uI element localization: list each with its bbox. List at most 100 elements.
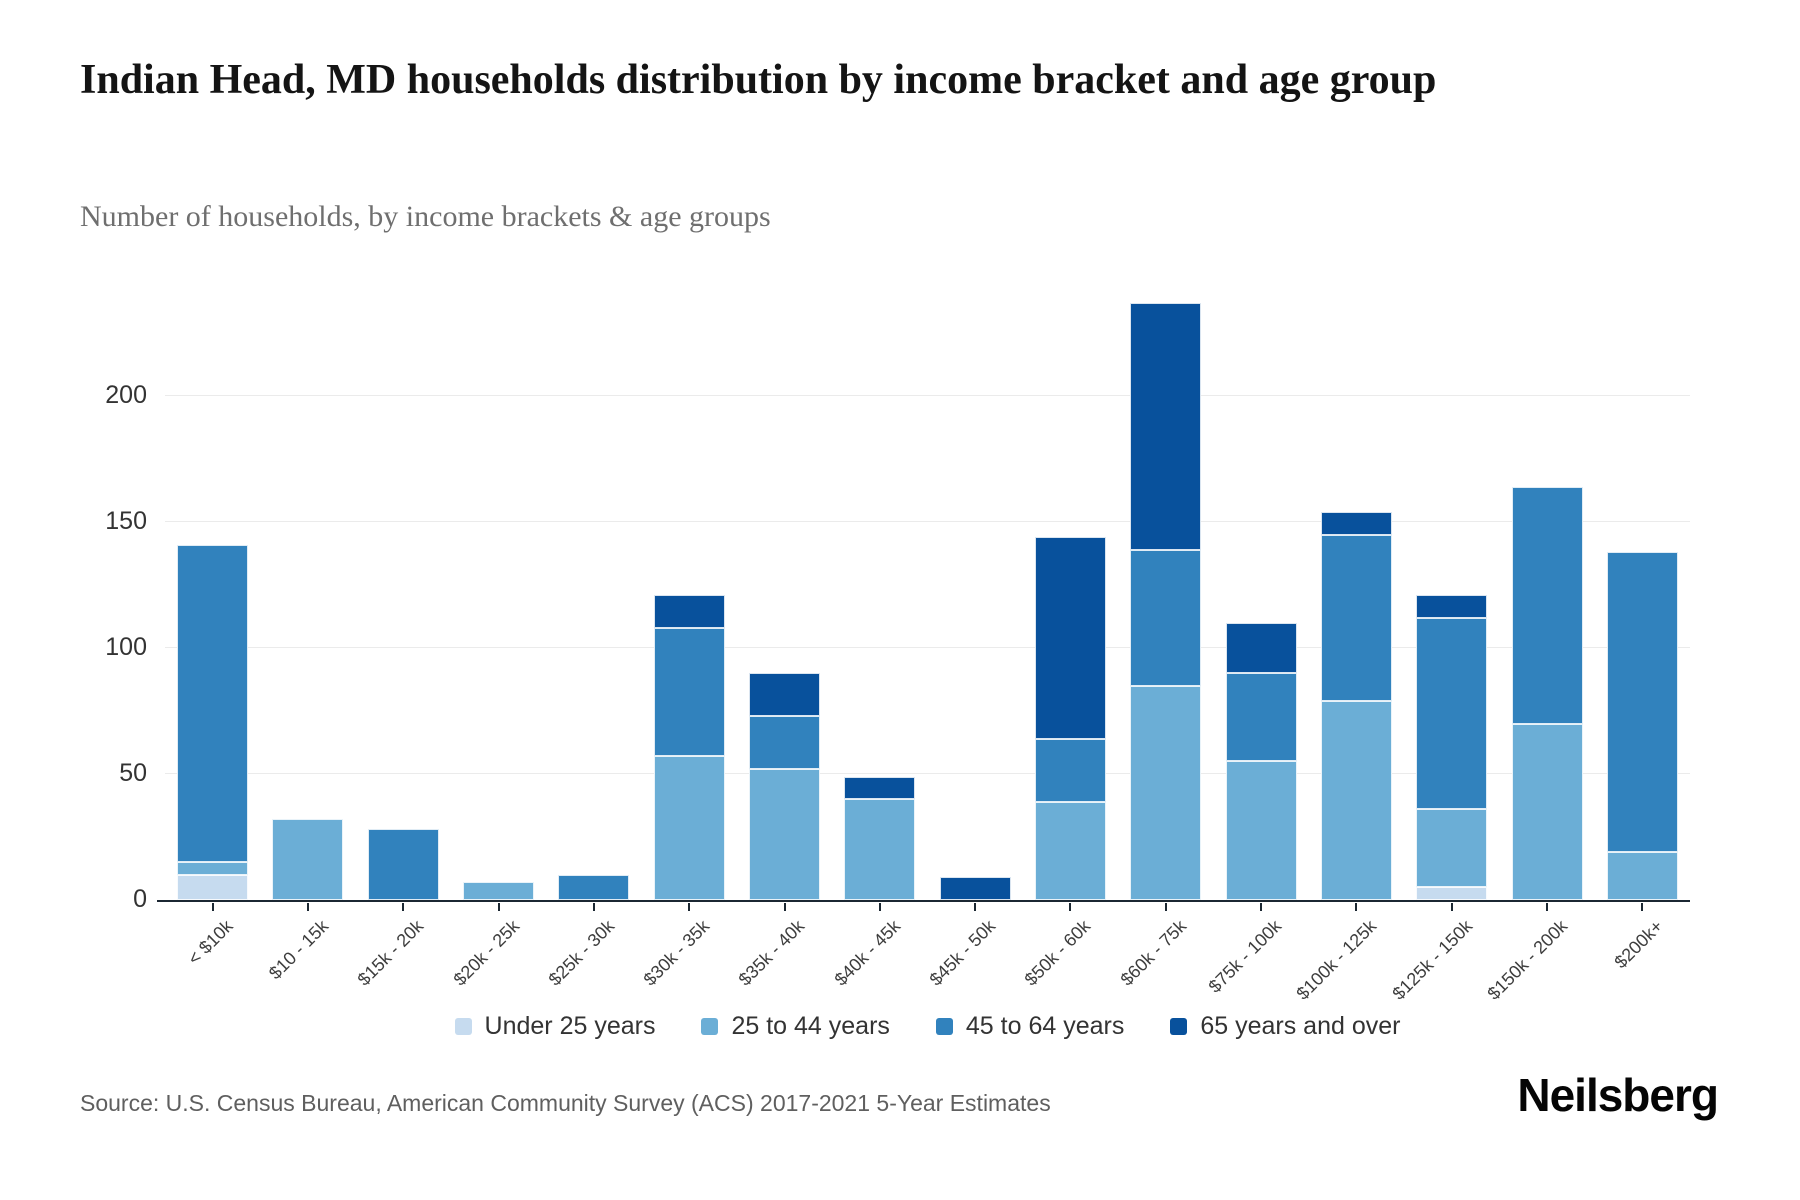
bar-segment[interactable] — [1225, 622, 1297, 674]
x-axis-line — [157, 900, 1690, 902]
bar-segment[interactable] — [653, 756, 725, 900]
bar-segment[interactable] — [749, 716, 821, 769]
legend-swatch-icon — [935, 1018, 953, 1035]
bar-100k-125k[interactable] — [1320, 511, 1392, 900]
x-axis-tick — [306, 903, 309, 911]
gridline — [165, 773, 1690, 775]
bar-segment[interactable] — [1416, 595, 1488, 618]
y-axis-tick-label: 50 — [119, 759, 147, 788]
gridline — [165, 647, 1690, 649]
bar-segment[interactable] — [1606, 852, 1678, 900]
legend-swatch-icon — [1170, 1018, 1188, 1035]
bar-segment[interactable] — [1320, 700, 1392, 900]
x-axis-label: $100k - 125k — [1292, 916, 1381, 1004]
x-axis-label: < $10k — [184, 916, 237, 969]
bar-segment[interactable] — [177, 862, 249, 875]
bar-slot: $150k - 200k — [1483, 260, 1594, 1004]
bar-10k[interactable] — [177, 544, 249, 900]
legend-item-label: 45 to 64 years — [965, 1012, 1125, 1040]
bar-segment[interactable] — [749, 768, 821, 900]
bar-segment[interactable] — [844, 776, 916, 800]
page-title: Indian Head, MD households distribution … — [80, 57, 1437, 103]
bar-segment[interactable] — [1130, 549, 1202, 686]
bar-segment[interactable] — [272, 819, 344, 900]
bar-segment[interactable] — [1606, 552, 1678, 853]
x-axis-label: $25k - 30k — [544, 916, 619, 990]
bar-slot: $35k - 40k — [735, 260, 832, 990]
x-axis-tick — [1355, 903, 1358, 911]
bar-slot: $60k - 75k — [1116, 260, 1213, 990]
bar-150k-200k[interactable] — [1511, 486, 1583, 900]
bar-segment[interactable] — [1416, 617, 1488, 810]
bar-segment[interactable] — [1130, 685, 1202, 900]
bar-segment[interactable] — [1320, 511, 1392, 535]
bar-segment[interactable] — [844, 799, 916, 900]
x-axis-label: $50k - 60k — [1021, 916, 1095, 990]
x-axis-label: $200k+ — [1610, 916, 1667, 973]
x-axis-tick — [1069, 903, 1072, 911]
bar-slot: $200k+ — [1595, 260, 1690, 972]
bar-segment[interactable] — [177, 544, 249, 863]
bar-segment[interactable] — [1416, 809, 1488, 888]
bar-40k-45k[interactable] — [844, 776, 916, 900]
legend-swatch-icon — [454, 1018, 472, 1035]
bar-15k-20k[interactable] — [367, 829, 439, 900]
bar-200k[interactable] — [1606, 552, 1678, 900]
bar-segment[interactable] — [653, 627, 725, 757]
bar-segment[interactable] — [1511, 486, 1583, 724]
bar-50k-60k[interactable] — [1034, 537, 1106, 900]
y-axis-tick-label: 200 — [105, 381, 147, 410]
bar-125k-150k[interactable] — [1416, 595, 1488, 900]
bar-slot: $40k - 45k — [830, 260, 927, 990]
bar-slot: $100k - 125k — [1293, 260, 1404, 1004]
legend-item-under-25-years[interactable]: Under 25 years — [454, 1012, 656, 1041]
bar-segment[interactable] — [1225, 761, 1297, 900]
bar-75k-100k[interactable] — [1225, 622, 1297, 900]
bar-segment[interactable] — [1034, 801, 1106, 900]
bar-slot: $10 - 15k — [260, 260, 355, 983]
brand-logo: Neilsberg — [1517, 1069, 1719, 1121]
x-axis-label: $20k - 25k — [449, 916, 523, 990]
y-axis-tick-label: 100 — [105, 633, 147, 662]
bar-segment[interactable] — [177, 874, 249, 900]
x-axis-label: $10 - 15k — [264, 916, 333, 984]
bar-slot: $45k - 50k — [926, 260, 1023, 990]
bar-60k-75k[interactable] — [1130, 302, 1202, 900]
y-axis-tick-label: 0 — [133, 885, 147, 913]
bar-segment[interactable] — [558, 874, 630, 900]
x-axis-tick — [783, 903, 786, 911]
bar-segment[interactable] — [1511, 723, 1583, 900]
x-axis-tick — [1450, 903, 1453, 911]
bar-segment[interactable] — [1320, 534, 1392, 701]
bar-35k-40k[interactable] — [749, 673, 821, 900]
x-axis-label: $30k - 35k — [639, 916, 714, 990]
bar-25k-30k[interactable] — [558, 874, 630, 900]
legend-item-25-to-44-years[interactable]: 25 to 44 years — [701, 1012, 890, 1041]
bar-slot: $20k - 25k — [449, 260, 546, 990]
bar-20k-25k[interactable] — [463, 882, 535, 900]
x-axis-tick — [1546, 903, 1549, 911]
bar-segment[interactable] — [1416, 887, 1488, 900]
bar-segment[interactable] — [367, 829, 439, 900]
bar-segment[interactable] — [463, 882, 535, 900]
legend-item-label: 65 years and over — [1200, 1012, 1401, 1040]
chart-legend: Under 25 years 25 to 44 years 45 to 64 yea… — [165, 1012, 1690, 1041]
legend-item-label: Under 25 years — [484, 1012, 656, 1040]
bar-segment[interactable] — [1130, 302, 1202, 550]
bar-segment[interactable] — [1225, 673, 1297, 762]
bar-segment[interactable] — [939, 877, 1011, 900]
bar-segment[interactable] — [1034, 537, 1106, 739]
bar-segment[interactable] — [653, 595, 725, 628]
bar-segment[interactable] — [749, 673, 821, 717]
bar-10-15k[interactable] — [272, 819, 344, 900]
bar-45k-50k[interactable] — [939, 877, 1011, 900]
x-axis-tick — [1164, 903, 1167, 911]
bar-slot: < $10k — [165, 260, 260, 969]
bar-segment[interactable] — [1034, 738, 1106, 802]
bar-30k-35k[interactable] — [653, 595, 725, 900]
legend-item-65-years-and-over[interactable]: 65 years and over — [1170, 1012, 1400, 1041]
legend-item-45-to-64-years[interactable]: 45 to 64 years — [935, 1012, 1125, 1041]
page-subtitle: Number of households, by income brackets… — [80, 200, 771, 233]
gridline — [165, 521, 1690, 523]
x-axis-tick — [402, 903, 405, 911]
